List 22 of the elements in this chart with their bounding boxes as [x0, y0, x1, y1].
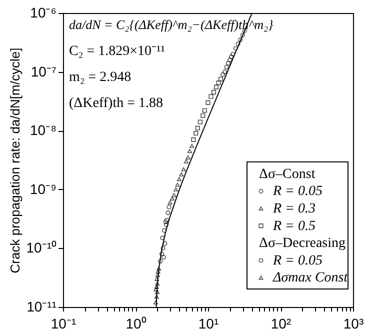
legend-label: R = 0.3: [272, 202, 316, 216]
x-tick-label: 10³: [343, 316, 364, 332]
y-tick-label: 10⁻⁶: [30, 4, 56, 20]
y-tick-label: 10⁻⁹: [30, 180, 56, 197]
y-tick-label: 10⁻⁸: [30, 122, 57, 138]
y-tick-label: 10⁻¹⁰: [26, 240, 56, 256]
x-tick-label: 10⁰: [126, 316, 146, 332]
annotation: (ΔKeff)th = 1.88: [69, 96, 164, 111]
x-tick-label: 10¹: [198, 316, 219, 332]
y-tick-label: 10⁻¹¹: [26, 298, 57, 314]
legend-label: R = 0.05: [272, 184, 322, 200]
y-tick-label: 10⁻⁷: [30, 63, 56, 80]
annotation: C₂ = 1.829×10⁻¹¹: [69, 44, 165, 59]
legend-label: R = 0.05: [272, 253, 322, 268]
x-tick-label: 10²: [270, 316, 292, 332]
annotation: m₂ = 2.948: [69, 70, 132, 85]
x-tick-label: 10⁻¹: [50, 316, 76, 332]
legend-label: Δσmax Const: [272, 270, 349, 286]
annotation: Δσ–Const: [259, 166, 316, 182]
legend-label: R = 0.5: [272, 218, 316, 234]
y-axis-title: Crack propagation rate: da/dN[m/cycle]: [7, 48, 22, 274]
annotation: Δσ–Decreasing: [259, 236, 346, 252]
